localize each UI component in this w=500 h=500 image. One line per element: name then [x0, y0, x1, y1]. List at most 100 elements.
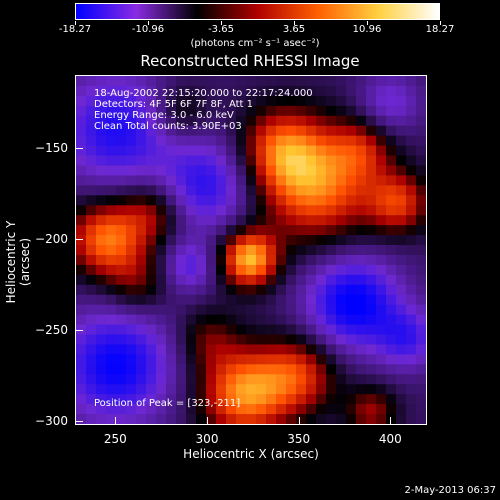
heatmap-cell: [416, 314, 426, 326]
heatmap-cell: [296, 115, 307, 127]
heatmap-cell: [226, 354, 237, 365]
heatmap-cell: [136, 314, 147, 326]
heatmap-cell: [266, 205, 277, 216]
heatmap-cell: [236, 384, 247, 395]
heatmap-cell: [346, 85, 357, 97]
heatmap-cell: [406, 314, 417, 326]
heatmap-cell: [296, 195, 307, 206]
colorbar-tick-label: -10.96: [131, 24, 165, 35]
heatmap-cell: [146, 284, 157, 296]
heatmap-cell: [366, 235, 377, 246]
x-tick-label: 250: [103, 432, 127, 446]
heatmap-cell: [126, 205, 137, 216]
heatmap-cell: [226, 394, 237, 405]
heatmap-cell: [326, 294, 337, 306]
heatmap-cell: [236, 274, 247, 286]
heatmap-cell: [126, 235, 137, 246]
heatmap-cell: [156, 135, 167, 147]
heatmap-cell: [276, 254, 287, 266]
heatmap-cell: [86, 145, 97, 157]
heatmap-cell: [376, 125, 387, 137]
heatmap-cell: [346, 145, 357, 157]
heatmap-cell: [246, 254, 257, 266]
heatmap-cell: [96, 215, 107, 226]
heatmap-cell: [246, 235, 257, 246]
heatmap-cell: [246, 175, 257, 186]
heatmap-cell: [166, 95, 177, 107]
chart-title: Reconstructed RHESSI Image: [140, 52, 360, 70]
heatmap-cell: [336, 284, 347, 296]
heatmap-cell: [326, 235, 337, 246]
heatmap-cell: [326, 105, 337, 117]
heatmap-cell: [236, 105, 247, 117]
heatmap-cell: [326, 155, 337, 167]
heatmap-cell: [236, 185, 247, 196]
heatmap-cell: [256, 324, 267, 336]
heatmap-cell: [206, 235, 217, 246]
heatmap-cell: [216, 95, 227, 107]
heatmap-cell: [276, 165, 287, 177]
heatmap-cell: [406, 404, 417, 415]
heatmap-cell: [296, 344, 307, 355]
heatmap-cell: [86, 245, 97, 256]
heatmap-cell: [96, 175, 107, 186]
heatmap-cell: [206, 414, 217, 424]
heatmap-cell: [406, 125, 417, 137]
heatmap-cell: [336, 76, 347, 87]
heatmap-cell: [256, 245, 267, 256]
heatmap-cell: [396, 165, 407, 177]
heatmap-cell: [166, 85, 177, 97]
heatmap-cell: [256, 135, 267, 147]
heatmap-cell: [306, 145, 317, 157]
heatmap-cell: [176, 245, 187, 256]
heatmap-cell: [286, 324, 297, 336]
heatmap-cell: [126, 284, 137, 296]
heatmap-cell: [246, 145, 257, 157]
heatmap-cell: [286, 274, 297, 286]
heatmap-cell: [226, 125, 237, 137]
heatmap-cell: [336, 105, 347, 117]
heatmap-cell: [96, 195, 107, 206]
heatmap-cell: [416, 145, 426, 157]
heatmap-cell: [336, 235, 347, 246]
heatmap-cell: [316, 274, 327, 286]
heatmap-cell: [186, 374, 197, 385]
heatmap-cell: [216, 314, 227, 326]
heatmap-cell: [246, 125, 257, 137]
heatmap-cell: [206, 344, 217, 355]
heatmap-cell: [176, 225, 187, 236]
colorbar-tick-label: 3.65: [282, 24, 306, 35]
heatmap-cell: [206, 294, 217, 306]
heatmap-cell: [306, 125, 317, 137]
heatmap-cell: [136, 334, 147, 346]
heatmap-cell: [366, 294, 377, 306]
heatmap-cell: [326, 195, 337, 206]
heatmap-cell: [376, 205, 387, 216]
heatmap-cell: [376, 294, 387, 306]
heatmap-cell: [106, 344, 117, 355]
heatmap-cell: [216, 414, 227, 424]
heatmap-cell: [416, 225, 426, 236]
heatmap-cell: [296, 165, 307, 177]
heatmap-cell: [156, 85, 167, 97]
heatmap-cell: [386, 294, 397, 306]
heatmap-cell: [156, 334, 167, 346]
heatmap-cell: [136, 304, 147, 316]
heatmap-cell: [236, 334, 247, 346]
heatmap-cell: [166, 175, 177, 186]
heatmap-cell: [106, 404, 117, 415]
heatmap-cell: [256, 115, 267, 127]
heatmap-cell: [196, 115, 207, 127]
heatmap-cell: [396, 314, 407, 326]
heatmap-cell: [216, 76, 227, 87]
heatmap-cell: [296, 85, 307, 97]
heatmap-cell: [386, 304, 397, 316]
heatmap-cell: [76, 274, 87, 286]
heatmap-cell: [396, 354, 407, 365]
heatmap-cell: [196, 205, 207, 216]
heatmap-cell: [406, 95, 417, 107]
heatmap-cell: [326, 85, 337, 97]
heatmap-cell: [216, 284, 227, 296]
heatmap-cell: [296, 364, 307, 375]
heatmap-cell: [336, 254, 347, 266]
